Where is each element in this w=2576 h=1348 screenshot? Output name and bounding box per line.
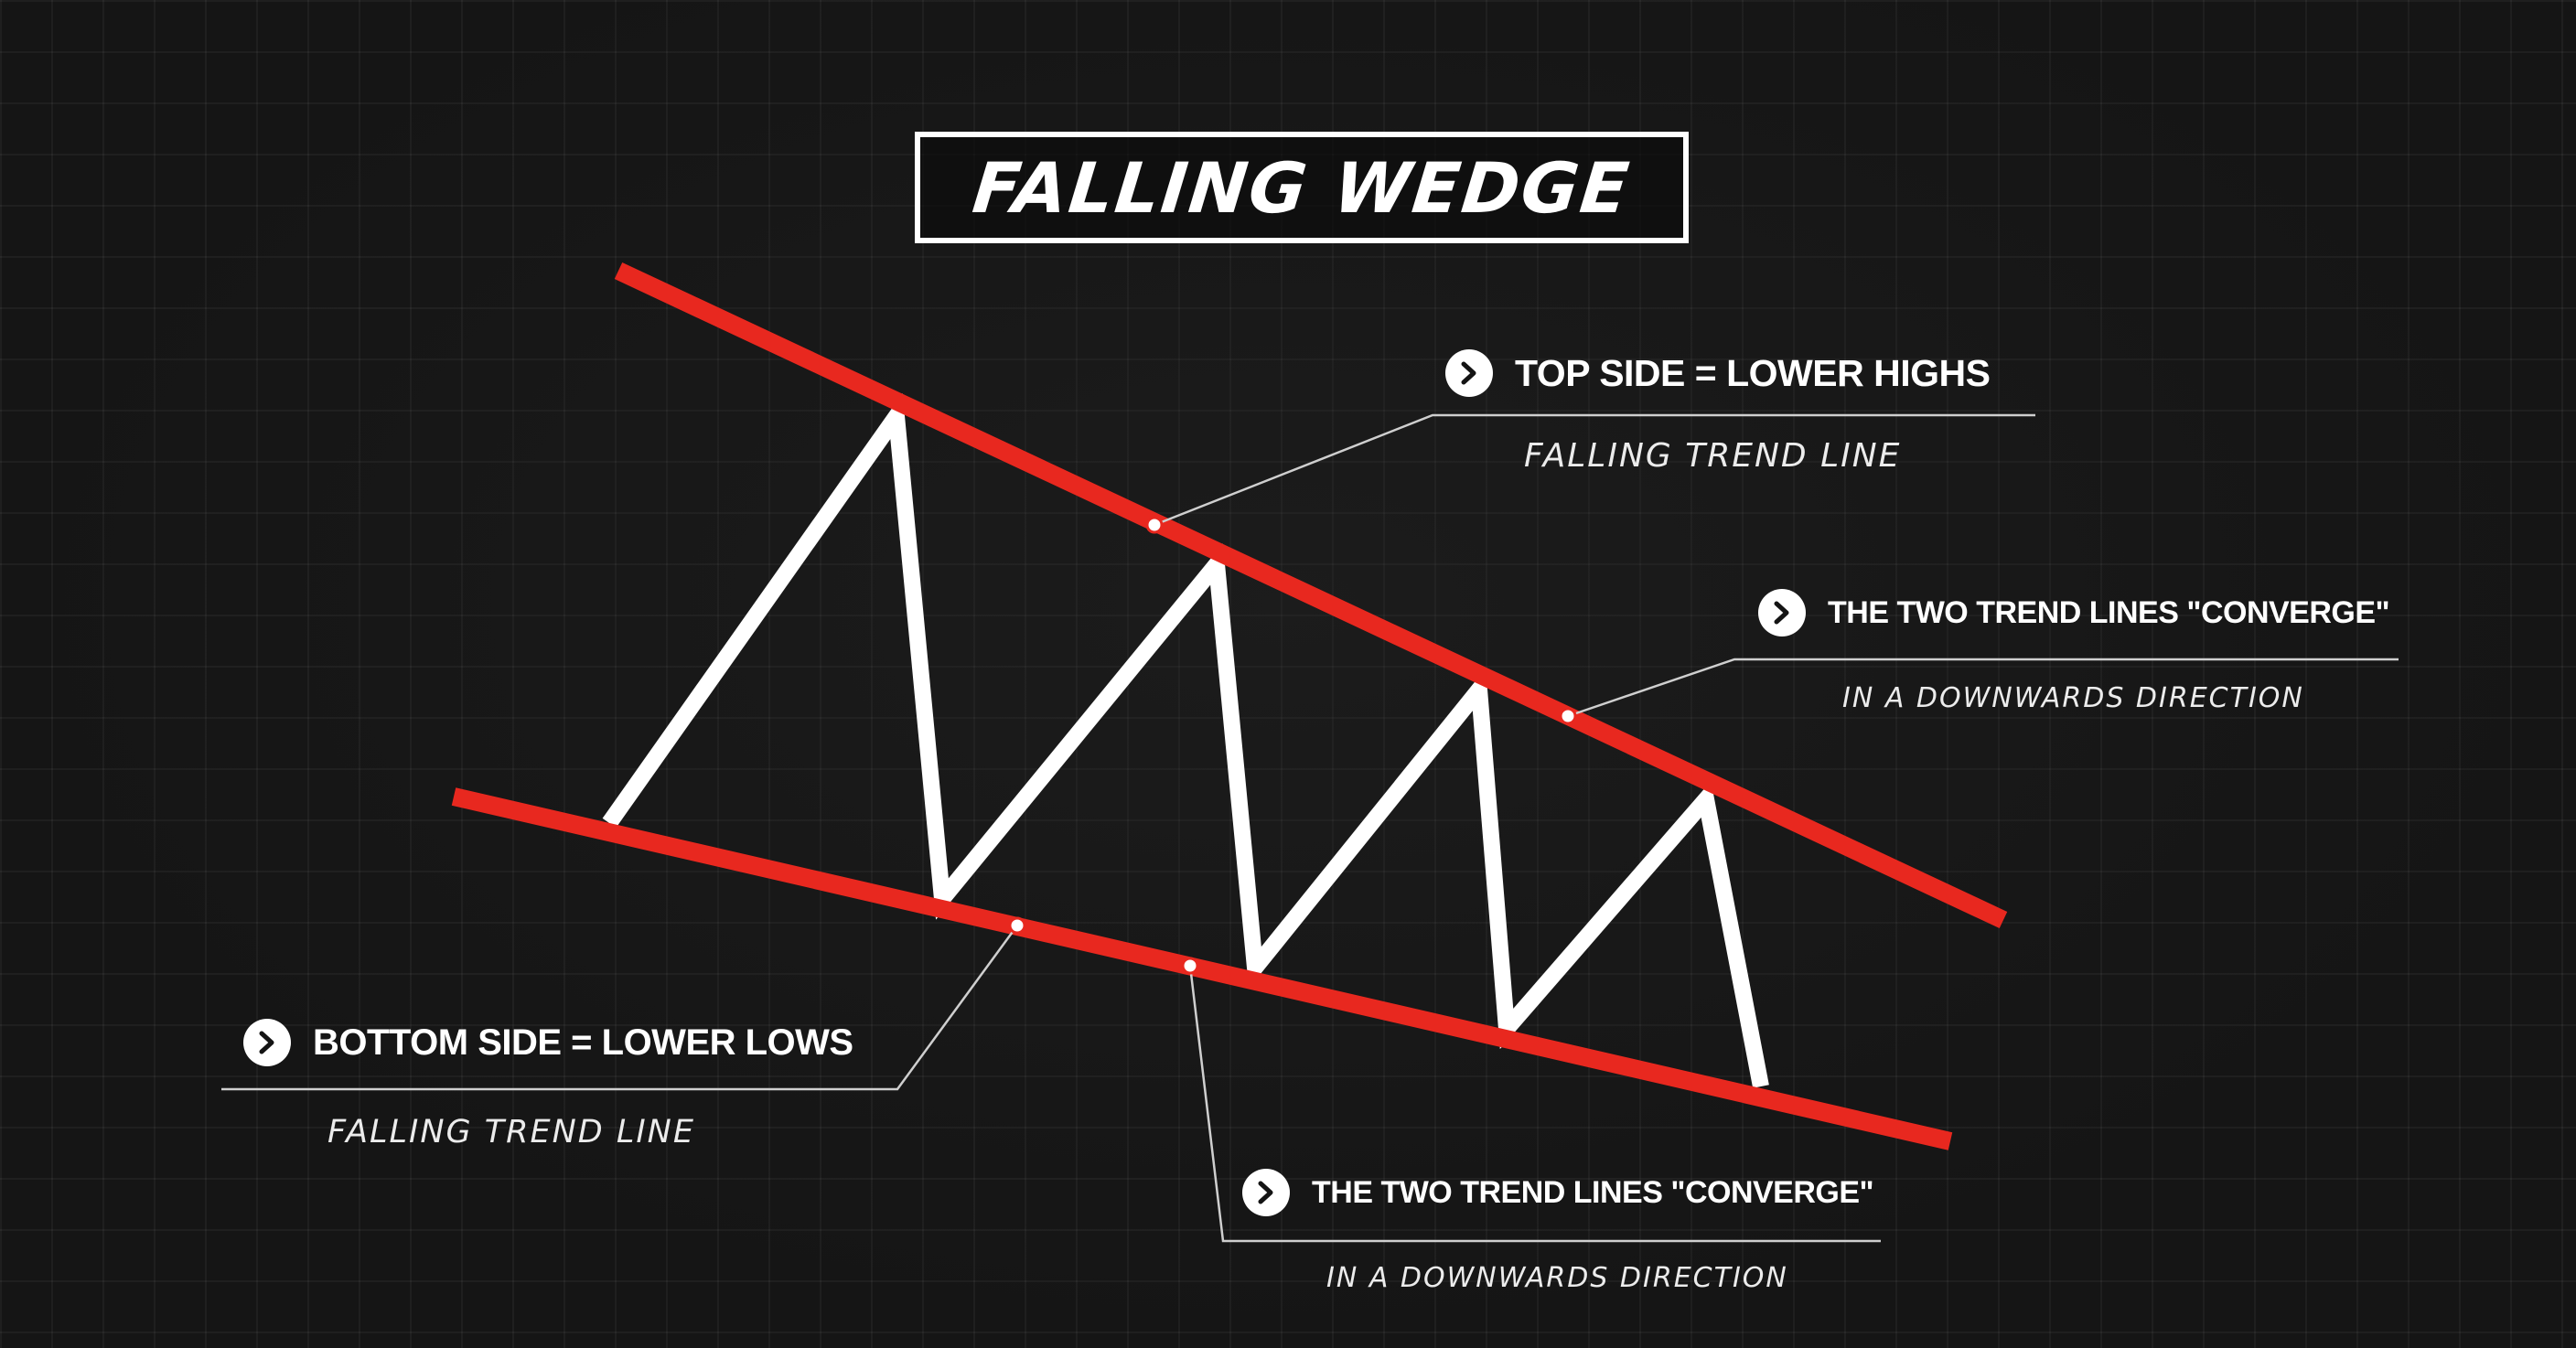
page-title: FALLING WEDGE — [969, 146, 1635, 229]
marker-dot — [1559, 707, 1577, 725]
callout-subtitle: FALLING TREND LINE — [1524, 437, 1902, 475]
marker-dot — [1008, 916, 1026, 935]
chevron-right-icon — [1758, 589, 1806, 637]
chevron-right-icon — [1445, 349, 1493, 397]
callout-subtitle: IN A DOWNWARDS DIRECTION — [1326, 1262, 1788, 1294]
callout-heading: THE TWO TREND LINES "CONVERGE" — [1828, 594, 2390, 630]
marker-dot — [1181, 957, 1199, 975]
chevron-right-icon — [1242, 1169, 1290, 1216]
callout-subtitle: IN A DOWNWARDS DIRECTION — [1842, 682, 2304, 714]
callout-heading: THE TWO TREND LINES "CONVERGE" — [1312, 1174, 1874, 1210]
callout-converge-lower: THE TWO TREND LINES "CONVERGE" — [1242, 1169, 1874, 1216]
leader-line-converge-lower — [1188, 965, 1881, 1243]
callout-heading: BOTTOM SIDE = LOWER LOWS — [313, 1022, 853, 1063]
callout-top-side: TOP SIDE = LOWER HIGHS — [1445, 349, 1991, 397]
chevron-right-icon — [243, 1019, 291, 1066]
lower-trend-line — [451, 787, 1953, 1150]
marker-dot — [1145, 516, 1164, 534]
upper-trend-line — [614, 262, 2008, 929]
leader-line-bottom-side — [221, 925, 1019, 1091]
callout-heading: TOP SIDE = LOWER HIGHS — [1515, 351, 1991, 394]
callout-converge-upper: THE TWO TREND LINES "CONVERGE" — [1758, 589, 2390, 637]
callout-subtitle: FALLING TREND LINE — [327, 1114, 695, 1150]
title-box: FALLING WEDGE — [915, 132, 1689, 243]
leader-line-converge-upper — [1567, 658, 2399, 718]
callout-bottom-side: BOTTOM SIDE = LOWER LOWS — [243, 1019, 853, 1066]
leader-line-top-side — [1154, 413, 2035, 527]
price-zigzag-line — [602, 392, 1769, 1088]
